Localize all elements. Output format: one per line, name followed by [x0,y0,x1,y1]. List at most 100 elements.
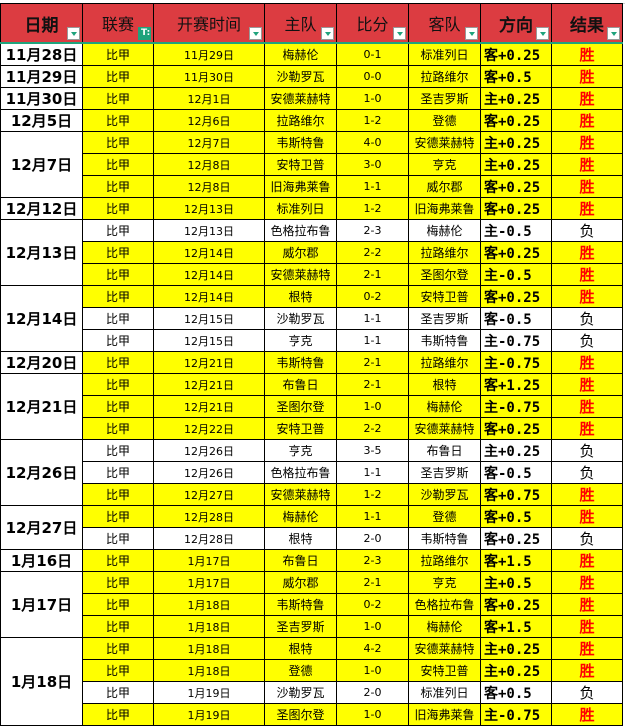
direction-cell[interactable]: 主-0.5 [480,263,552,286]
score-cell[interactable]: 2-3 [336,549,409,572]
direction-cell[interactable]: 客+0.25 [480,175,552,198]
score-cell[interactable]: 1-2 [336,197,409,220]
kickoff-time-cell[interactable]: 1月17日 [153,549,265,572]
away-team-cell[interactable]: 旧海弗莱鲁 [408,703,481,726]
league-cell[interactable]: 比甲 [82,219,154,242]
away-team-cell[interactable]: 根特 [408,373,481,396]
home-team-cell[interactable]: 根特 [264,527,337,550]
direction-cell[interactable]: 客+0.5 [480,505,552,528]
league-cell[interactable]: 比甲 [82,351,154,374]
league-cell[interactable]: 比甲 [82,263,154,286]
home-team-cell[interactable]: 拉路维尔 [264,109,337,132]
league-cell[interactable]: 比甲 [82,461,154,484]
direction-cell[interactable]: 主-0.75 [480,703,552,726]
filter-dropdown-icon[interactable] [67,27,80,40]
direction-cell[interactable]: 主+0.25 [480,153,552,176]
away-team-cell[interactable]: 安特卫普 [408,285,481,308]
direction-cell[interactable]: 客+0.25 [480,197,552,220]
away-team-cell[interactable]: 圣吉罗斯 [408,87,481,110]
kickoff-time-cell[interactable]: 12月26日 [153,439,265,462]
score-cell[interactable]: 0-1 [336,42,409,66]
direction-cell[interactable]: 客+0.5 [480,681,552,704]
league-cell[interactable]: 比甲 [82,593,154,616]
direction-cell[interactable]: 主+0.25 [480,637,552,660]
away-team-cell[interactable]: 梅赫伦 [408,219,481,242]
home-team-cell[interactable]: 色格拉布鲁 [264,461,337,484]
result-cell[interactable]: 负 [551,329,623,352]
filter-active-icon[interactable] [138,27,151,40]
direction-cell[interactable]: 主+0.25 [480,131,552,154]
result-cell[interactable]: 胜 [551,571,623,594]
result-cell[interactable]: 负 [551,527,623,550]
kickoff-time-cell[interactable]: 1月19日 [153,703,265,726]
score-cell[interactable]: 0-2 [336,285,409,308]
direction-cell[interactable]: 客+0.25 [480,417,552,440]
away-team-cell[interactable]: 圣吉罗斯 [408,307,481,330]
score-cell[interactable]: 2-2 [336,241,409,264]
kickoff-time-cell[interactable]: 12月28日 [153,505,265,528]
league-cell[interactable]: 比甲 [82,395,154,418]
kickoff-time-cell[interactable]: 11月29日 [153,42,265,66]
result-cell[interactable]: 胜 [551,285,623,308]
home-team-cell[interactable]: 布鲁日 [264,373,337,396]
kickoff-time-cell[interactable]: 12月14日 [153,241,265,264]
result-cell[interactable]: 胜 [551,42,623,66]
away-team-cell[interactable]: 登德 [408,505,481,528]
away-team-cell[interactable]: 标准列日 [408,42,481,66]
direction-cell[interactable]: 客+0.25 [480,527,552,550]
home-team-cell[interactable]: 安特卫普 [264,153,337,176]
home-team-cell[interactable]: 布鲁日 [264,549,337,572]
date-cell[interactable]: 1月18日 [0,637,83,726]
direction-cell[interactable]: 客+1.5 [480,615,552,638]
league-cell[interactable]: 比甲 [82,307,154,330]
kickoff-time-cell[interactable]: 12月15日 [153,329,265,352]
date-cell[interactable]: 11月30日 [0,87,83,110]
league-cell[interactable]: 比甲 [82,373,154,396]
league-cell[interactable]: 比甲 [82,285,154,308]
home-team-cell[interactable]: 标准列日 [264,197,337,220]
result-cell[interactable]: 负 [551,219,623,242]
league-cell[interactable]: 比甲 [82,703,154,726]
away-team-cell[interactable]: 圣吉罗斯 [408,461,481,484]
result-cell[interactable]: 胜 [551,483,623,506]
score-cell[interactable]: 1-0 [336,659,409,682]
league-cell[interactable]: 比甲 [82,549,154,572]
kickoff-time-cell[interactable]: 1月18日 [153,593,265,616]
result-cell[interactable]: 胜 [551,549,623,572]
home-team-cell[interactable]: 韦斯特鲁 [264,351,337,374]
kickoff-time-cell[interactable]: 11月30日 [153,65,265,88]
result-cell[interactable]: 胜 [551,109,623,132]
date-cell[interactable]: 12月27日 [0,505,83,550]
date-cell[interactable]: 12月7日 [0,131,83,198]
date-cell[interactable]: 12月21日 [0,373,83,440]
league-cell[interactable]: 比甲 [82,65,154,88]
date-cell[interactable]: 12月13日 [0,219,83,286]
result-cell[interactable]: 胜 [551,241,623,264]
away-team-cell[interactable]: 标准列日 [408,681,481,704]
home-team-cell[interactable]: 色格拉布鲁 [264,219,337,242]
result-cell[interactable]: 胜 [551,197,623,220]
date-cell[interactable]: 11月29日 [0,65,83,88]
league-cell[interactable]: 比甲 [82,483,154,506]
kickoff-time-cell[interactable]: 1月18日 [153,615,265,638]
league-cell[interactable]: 比甲 [82,329,154,352]
result-cell[interactable]: 胜 [551,417,623,440]
home-team-cell[interactable]: 沙勒罗瓦 [264,307,337,330]
home-team-cell[interactable]: 亨克 [264,439,337,462]
score-cell[interactable]: 1-1 [336,329,409,352]
home-team-cell[interactable]: 登德 [264,659,337,682]
result-cell[interactable]: 胜 [551,131,623,154]
direction-cell[interactable]: 主-0.75 [480,395,552,418]
home-team-cell[interactable]: 安德莱赫特 [264,87,337,110]
result-cell[interactable]: 胜 [551,175,623,198]
home-team-cell[interactable]: 韦斯特鲁 [264,593,337,616]
away-team-cell[interactable]: 韦斯特鲁 [408,329,481,352]
league-cell[interactable]: 比甲 [82,175,154,198]
kickoff-time-cell[interactable]: 12月21日 [153,373,265,396]
away-team-cell[interactable]: 安特卫普 [408,659,481,682]
league-cell[interactable]: 比甲 [82,681,154,704]
league-cell[interactable]: 比甲 [82,659,154,682]
home-team-cell[interactable]: 韦斯特鲁 [264,131,337,154]
score-cell[interactable]: 2-2 [336,417,409,440]
score-cell[interactable]: 0-2 [336,593,409,616]
